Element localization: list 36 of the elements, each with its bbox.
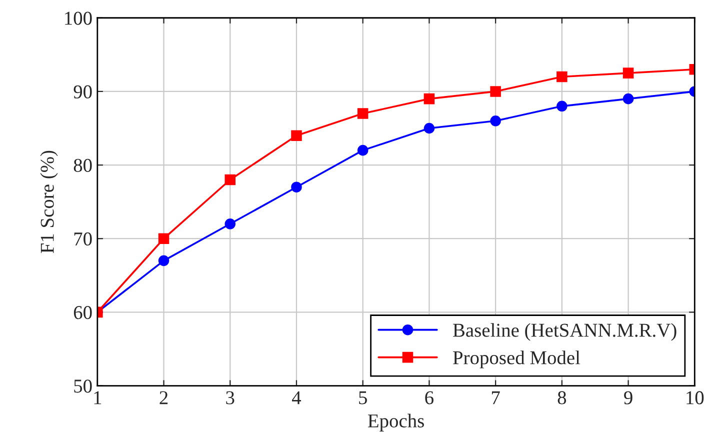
y-tick-label: 70 — [74, 232, 92, 246]
point — [158, 233, 170, 244]
y-tick-label: 80 — [74, 158, 92, 172]
x-tick-label: 10 — [686, 391, 704, 404]
x-tick-label: 5 — [359, 391, 367, 404]
point — [556, 100, 568, 112]
legend-label: Baseline (HetSANN.M.R.V) — [453, 323, 676, 341]
point — [224, 174, 236, 186]
point — [622, 68, 634, 78]
point — [490, 86, 501, 97]
x-tick-label: 1 — [94, 391, 102, 404]
point — [291, 130, 302, 141]
x-tick-label: 8 — [558, 391, 566, 404]
point — [158, 255, 170, 266]
x-tick-label: 2 — [160, 391, 168, 404]
y-tick-label: 90 — [74, 85, 92, 98]
x-tick-label: 3 — [226, 391, 234, 404]
point — [490, 116, 501, 126]
point — [424, 122, 435, 134]
legend-label: Proposed Model — [453, 350, 580, 368]
x-axis-title: Epochs — [368, 414, 424, 432]
y-tick-label: 50 — [74, 380, 92, 393]
x-tick-label: 4 — [292, 391, 302, 404]
y-tick-label: 60 — [74, 306, 92, 320]
y-axis-title: F1 Score (%) — [40, 150, 58, 254]
point — [556, 71, 568, 82]
point — [424, 93, 435, 104]
point — [291, 182, 302, 192]
y-tick-label: 100 — [65, 12, 92, 25]
x-tick-label: 7 — [492, 391, 500, 404]
point — [357, 108, 368, 119]
x-tick-label: 6 — [425, 391, 434, 404]
point — [357, 144, 368, 156]
point — [224, 218, 236, 230]
point — [622, 93, 634, 104]
x-tick-label: 9 — [624, 391, 632, 404]
